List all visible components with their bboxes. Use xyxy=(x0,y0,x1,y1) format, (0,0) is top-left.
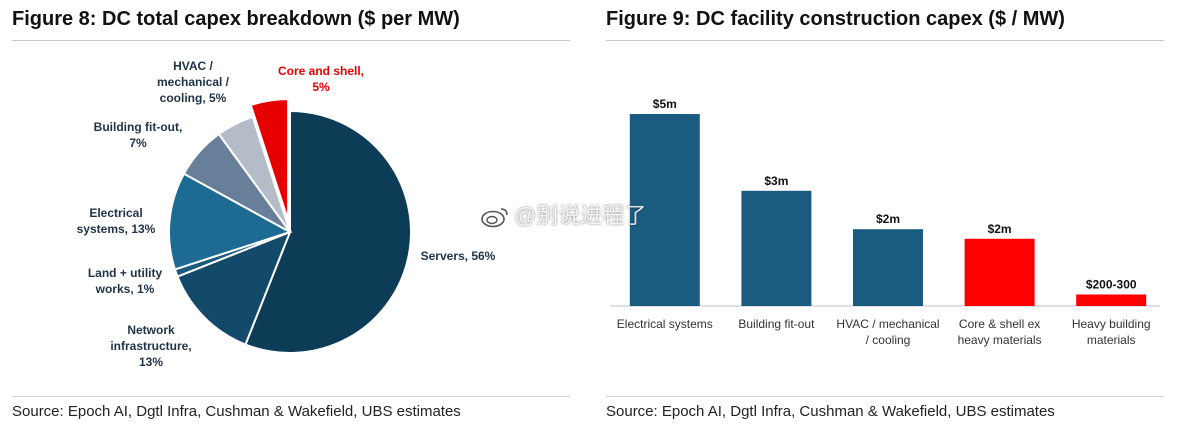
pie-label-hvac-mechanical-cooling-5: HVAC / mechanical / cooling, 5% xyxy=(157,59,230,105)
x-tick-label-hvac-mechanical-cooling: HVAC / mechanical / cooling xyxy=(836,317,939,347)
figure-8-title: Figure 8: DC total capex breakdown ($ pe… xyxy=(12,8,460,30)
source-divider xyxy=(606,396,1164,397)
bar-data-label: $3m xyxy=(764,174,788,188)
bar-heavy-building-materials xyxy=(1076,294,1147,306)
bar-data-label: $5m xyxy=(653,97,677,111)
figure-9-title: Figure 9: DC facility construction capex… xyxy=(606,8,1065,30)
bar-data-label: $2m xyxy=(876,212,900,226)
source-divider xyxy=(12,396,570,397)
pie-slice-network-infrastructure-13 xyxy=(176,230,292,346)
pie-label-electrical-systems-13: Electrical systems, 13% xyxy=(77,206,156,236)
watermark: @别说进程了 xyxy=(480,198,646,230)
weibo-logo-icon xyxy=(481,208,508,228)
pie-label-building-fit-out-7: Building fit-out, 7% xyxy=(94,120,183,150)
title-divider xyxy=(606,40,1164,41)
bar-chart: $5m Electrical systems $3m Building fit-out… xyxy=(610,97,1160,347)
title-divider xyxy=(12,40,570,41)
pie-slice-electrical-systems-13 xyxy=(168,172,293,271)
watermark-text: @别说进程了 xyxy=(514,203,647,228)
bar-core-shell-ex-heavy-materials xyxy=(964,238,1035,306)
pie-label-core-and-shell-5: Core and shell, 5% xyxy=(278,64,364,94)
pie-slice-hvac-mechanical-cooling-5 xyxy=(217,115,291,233)
x-tick-label-heavy-building-materials: Heavy building materials xyxy=(1072,317,1151,347)
pie-slice-core-and-shell-5 xyxy=(249,98,290,221)
bar-electrical-systems xyxy=(629,114,700,306)
bar-data-label: $2m xyxy=(988,222,1012,236)
bar-data-label: $200-300 xyxy=(1086,277,1137,291)
pie-slice-servers-56 xyxy=(244,109,412,354)
pie-label-servers-56: Servers, 56% xyxy=(421,249,496,263)
right-figure-panel: Figure 9: DC facility construction capex… xyxy=(606,0,1176,429)
pie-label-network-infrastructure-13: Network infrastructure, 13% xyxy=(110,323,191,369)
bar-hvac-mechanical-cooling xyxy=(853,229,923,306)
x-tick-label-building-fit-out: Building fit-out xyxy=(738,317,815,331)
pie-chart: Servers, 56% Network infrastructure, 13% Lan… xyxy=(77,59,496,369)
x-tick-label-electrical-systems: Electrical systems xyxy=(617,317,713,331)
left-figure-panel: Figure 8: DC total capex breakdown ($ pe… xyxy=(0,0,580,429)
pie-label-land-utility-works-1: Land + utility works, 1% xyxy=(88,266,163,296)
source-note: Source: Epoch AI, Dgtl Infra, Cushman & … xyxy=(12,403,461,420)
x-tick-label-core-shell-ex-heavy-materials: Core & shell ex heavy materials xyxy=(958,317,1042,347)
bar-building-fit-out xyxy=(741,190,812,306)
source-note: Source: Epoch AI, Dgtl Infra, Cushman & … xyxy=(606,403,1055,420)
